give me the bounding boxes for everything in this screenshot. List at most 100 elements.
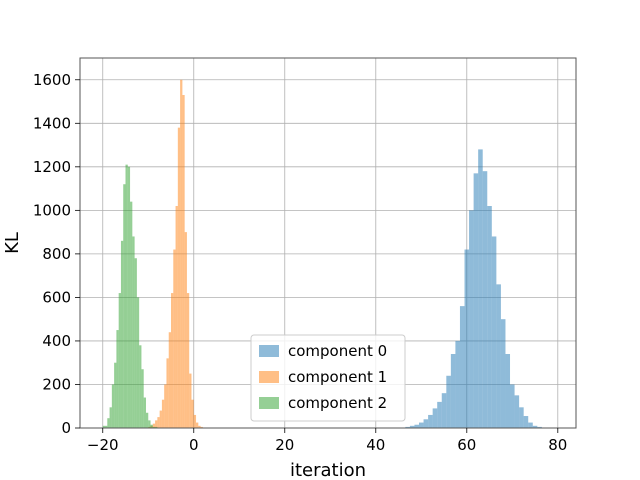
x-tick-label: 0 (189, 436, 199, 454)
histogram-bar (155, 420, 158, 428)
plot-frame (79, 57, 577, 429)
histogram-bar (193, 414, 197, 428)
series-1 (148, 79, 203, 428)
y-tick-label: 1200 (33, 158, 71, 176)
histogram-bar (171, 293, 174, 428)
histogram-bar (459, 306, 465, 428)
histogram-bar (168, 332, 172, 428)
y-axis-label: KL (2, 232, 23, 254)
legend-box (250, 334, 406, 422)
histogram-bar (446, 375, 451, 428)
histogram-bar (107, 418, 110, 428)
histogram-bar (196, 422, 199, 428)
legend-swatch (259, 371, 279, 383)
histogram-bar (148, 420, 151, 428)
histogram-bar (175, 206, 178, 428)
histogram-bar (469, 210, 474, 428)
histogram-bar (118, 293, 121, 428)
histogram-bar (487, 206, 492, 428)
histogram-bar (143, 397, 146, 428)
histogram-bar (180, 79, 183, 428)
histogram-bar (450, 354, 456, 428)
y-tick-label: 1600 (33, 71, 71, 89)
histogram-bar (139, 345, 142, 428)
y-tick-label: 0 (61, 419, 71, 437)
y-tick-label: 1000 (33, 201, 71, 219)
histogram-bar (150, 424, 153, 428)
histogram-bar (500, 319, 506, 428)
histogram-bar (134, 258, 137, 428)
histogram-bar (191, 399, 194, 428)
x-tick-label: 60 (457, 436, 476, 454)
y-tick-label: 200 (42, 375, 71, 393)
histogram-bar (120, 240, 124, 428)
histogram-bar (432, 408, 438, 428)
histogram-bar (130, 201, 133, 428)
histogram-bar (437, 401, 442, 428)
histogram-bar (423, 419, 429, 428)
histogram-bar (405, 426, 410, 428)
axis-ticks: −20 0 20 40 60 800200400600800100012001400160… (33, 71, 568, 454)
histogram-bar (409, 425, 415, 428)
histogram-bar (164, 384, 167, 428)
histogram-bar (186, 293, 190, 428)
histogram-bar (482, 171, 488, 429)
histogram-bar (109, 407, 112, 428)
histogram-bar (441, 393, 447, 428)
legend-entry: component 1 (288, 368, 387, 386)
histogram-bar (523, 416, 529, 428)
histogram-bar (478, 149, 483, 429)
y-tick-label: 400 (42, 332, 71, 350)
histogram-bar (184, 232, 187, 428)
legend-entry: component 0 (288, 342, 387, 360)
histogram-bar (464, 249, 470, 428)
histogram-bar (114, 362, 117, 428)
x-tick-label: −20 (87, 436, 119, 454)
histogram-bar (189, 373, 192, 428)
histogram-bar (125, 164, 128, 428)
histogram-bar (102, 425, 108, 428)
histogram-bar (198, 425, 201, 428)
histogram-bar (136, 297, 140, 428)
histogram-bar (152, 423, 156, 428)
histogram-bar (132, 236, 135, 428)
x-axis-label: iteration (290, 460, 366, 480)
histogram-bar (455, 340, 460, 428)
histogram-bar (491, 236, 497, 428)
histogram-bar (141, 369, 144, 428)
histogram-bar (496, 284, 501, 428)
histogram-bar (159, 410, 162, 428)
histogram-bar (116, 330, 119, 428)
x-tick-label: 40 (366, 436, 385, 454)
histogram-bar (514, 395, 520, 428)
histogram-bar (519, 407, 524, 428)
histogram-bar (173, 249, 176, 428)
y-tick-label: 600 (42, 288, 71, 306)
histogram-bar (177, 127, 181, 428)
legend-entry: component 2 (288, 394, 387, 412)
histogram-bar (127, 166, 131, 428)
histogram-bar (419, 422, 424, 428)
y-tick-label: 800 (42, 245, 71, 263)
histogram-bar (145, 412, 149, 428)
histogram-bar (161, 399, 165, 428)
histogram-bar (505, 354, 511, 428)
legend-swatch (259, 397, 279, 409)
x-tick-label: 80 (548, 436, 567, 454)
histogram-bar (537, 426, 542, 428)
series-0 (405, 149, 542, 429)
y-tick-label: 1400 (33, 114, 71, 132)
x-tick-label: 20 (275, 436, 294, 454)
histogram-bar (152, 426, 158, 428)
histogram-bar (528, 422, 533, 428)
histogram-bar (157, 417, 160, 428)
histogram-bar (532, 425, 538, 428)
legend: component 0 component 1 component 2 (250, 334, 406, 422)
histogram-bar (166, 358, 169, 428)
histogram-bar (182, 95, 185, 428)
histogram-bar (200, 426, 203, 428)
legend-swatch (259, 345, 279, 357)
histogram-bar (473, 173, 479, 428)
histogram-bar (414, 424, 420, 428)
